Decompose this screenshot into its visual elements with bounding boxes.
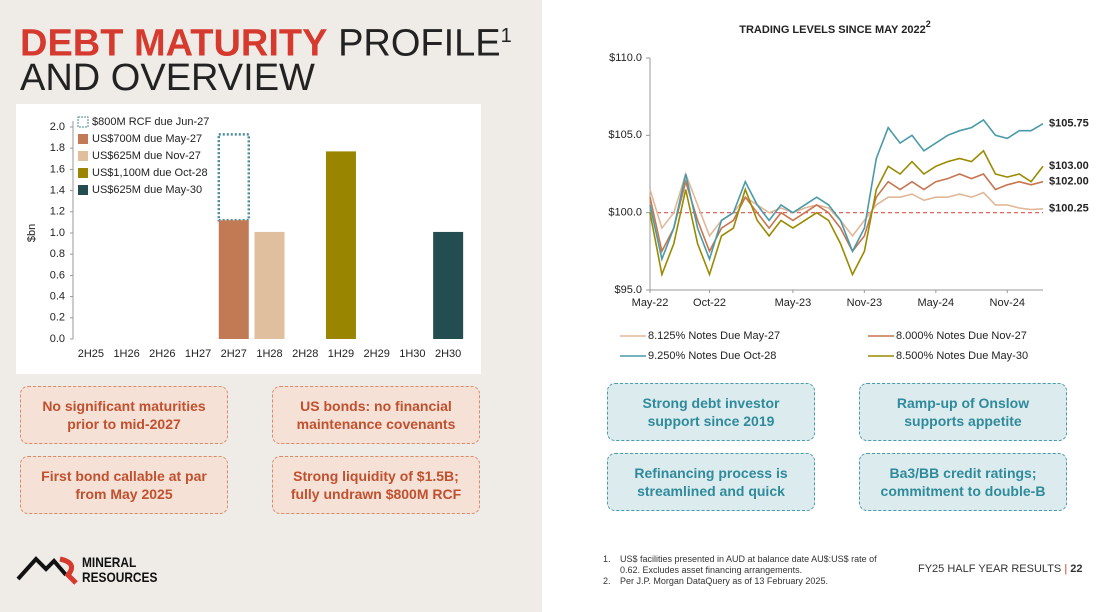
y-tick-label: 1.0 xyxy=(50,227,65,239)
y-tick-label: $110.0 xyxy=(609,52,642,64)
bar xyxy=(325,151,356,339)
y-tick-label: 0.6 xyxy=(50,269,65,281)
title-sup: 2 xyxy=(926,19,931,29)
end-label: $103.00 xyxy=(1049,160,1089,172)
title-rest: PROFILE xyxy=(338,22,501,65)
left-box: US bonds: no financial maintenance coven… xyxy=(272,386,480,444)
x-tick-label: 1H29 xyxy=(328,348,354,360)
x-tick-label: 2H28 xyxy=(292,348,318,360)
title-sup: 1 xyxy=(500,25,512,47)
footnote-number: 1. xyxy=(603,554,611,564)
x-tick-label: May-24 xyxy=(917,297,954,309)
legend-label: US$1,100M due Oct-28 xyxy=(92,167,208,179)
x-tick-label: Oct-22 xyxy=(693,297,726,309)
legend-label: 8.000% Notes Due Nov-27 xyxy=(896,330,1027,342)
y-tick-label: 1.6 xyxy=(50,163,65,175)
line-series xyxy=(649,118,1044,262)
x-tick-label: 1H30 xyxy=(399,348,425,360)
legend-label: $800M RCF due Jun-27 xyxy=(92,116,209,128)
footnote: US$ facilities presented in AUD at balan… xyxy=(620,554,877,575)
x-tick-label: 2H27 xyxy=(221,348,247,360)
y-tick-label: $95.0 xyxy=(614,284,642,296)
bar xyxy=(217,133,251,222)
line-series xyxy=(649,171,1044,238)
legend-label: 9.250% Notes Due Oct-28 xyxy=(648,350,776,362)
y-axis-label: $bn xyxy=(26,224,38,242)
legend-swatch xyxy=(78,185,88,195)
y-tick-label: $100.0 xyxy=(608,207,642,219)
x-tick-label: May-23 xyxy=(775,297,812,309)
x-tick-label: 1H28 xyxy=(256,348,282,360)
x-tick-label: Nov-24 xyxy=(990,297,1025,309)
end-label: $100.25 xyxy=(1049,203,1089,215)
logo-bottom: RESOURCES xyxy=(82,569,158,585)
x-tick-label: 2H30 xyxy=(435,348,461,360)
left-box: First bond callable at par from May 2025 xyxy=(20,456,228,514)
y-tick-label: 2.0 xyxy=(50,121,65,133)
legend-label: 8.500% Notes Due May-30 xyxy=(896,350,1028,362)
left-box: No significant maturities prior to mid-2… xyxy=(20,386,228,444)
chart-title: TRADING LEVELS SINCE MAY 20222 xyxy=(739,19,930,36)
legend-label: US$625M due May-30 xyxy=(92,184,202,196)
y-tick-label: $105.0 xyxy=(608,129,642,141)
y-tick-label: 1.2 xyxy=(50,206,65,218)
title: DEBT MATURITY PROFILE1 xyxy=(20,16,512,64)
footer: FY25 HALF YEAR RESULTS | 22 xyxy=(918,563,1083,575)
right-box: Ramp-up of Onslow supports appetite xyxy=(859,383,1067,441)
footer-text: FY25 HALF YEAR RESULTS xyxy=(918,563,1062,575)
y-tick-label: 0.8 xyxy=(50,248,65,260)
x-tick-label: 1H26 xyxy=(113,348,139,360)
title-red: DEBT MATURITY xyxy=(20,22,328,65)
legend-label: US$700M due May-27 xyxy=(92,133,202,145)
y-tick-label: 1.8 xyxy=(50,142,65,154)
line-series xyxy=(649,149,1044,278)
bar xyxy=(433,231,464,339)
legend-swatch xyxy=(78,151,88,161)
end-label: $102.00 xyxy=(1049,176,1089,188)
end-label: $105.75 xyxy=(1049,118,1089,130)
x-tick-label: 2H29 xyxy=(364,348,390,360)
page-number: 22 xyxy=(1070,563,1083,575)
left-box: Strong liquidity of $1.5B; fully undrawn… xyxy=(272,456,480,514)
x-tick-label: 1H27 xyxy=(185,348,211,360)
footnote: Per J.P. Morgan DataQuery as of 13 Febru… xyxy=(620,576,828,586)
x-tick-label: 2H26 xyxy=(149,348,175,360)
bar xyxy=(254,231,285,339)
bar xyxy=(218,220,249,339)
footnote-number: 2. xyxy=(603,576,611,586)
right-box: Strong debt investor support since 2019 xyxy=(607,383,815,441)
right-box: Refinancing process is streamlined and q… xyxy=(607,453,815,511)
logo-mark xyxy=(16,556,78,585)
y-tick-label: 0.2 xyxy=(50,312,65,324)
right-box: Ba3/BB credit ratings; commitment to dou… xyxy=(859,453,1067,511)
legend-swatch xyxy=(78,134,88,144)
logo-top: MINERAL xyxy=(82,554,137,570)
legend-swatch xyxy=(78,168,88,178)
y-tick-label: 0.0 xyxy=(50,333,65,345)
title-text: TRADING LEVELS SINCE MAY 2022 xyxy=(739,24,925,36)
logo-text: MINERAL RESOURCES xyxy=(82,555,157,585)
x-tick-label: May-22 xyxy=(632,297,669,309)
legend-swatch xyxy=(77,116,89,128)
legend-label: 8.125% Notes Due May-27 xyxy=(648,330,780,342)
y-tick-label: 1.4 xyxy=(50,185,65,197)
x-tick-label: 2H25 xyxy=(78,348,104,360)
title-line2: AND OVERVIEW xyxy=(20,57,315,99)
x-tick-label: Nov-23 xyxy=(847,297,882,309)
legend-label: US$625M due Nov-27 xyxy=(92,150,201,162)
y-tick-label: 0.4 xyxy=(50,291,65,303)
